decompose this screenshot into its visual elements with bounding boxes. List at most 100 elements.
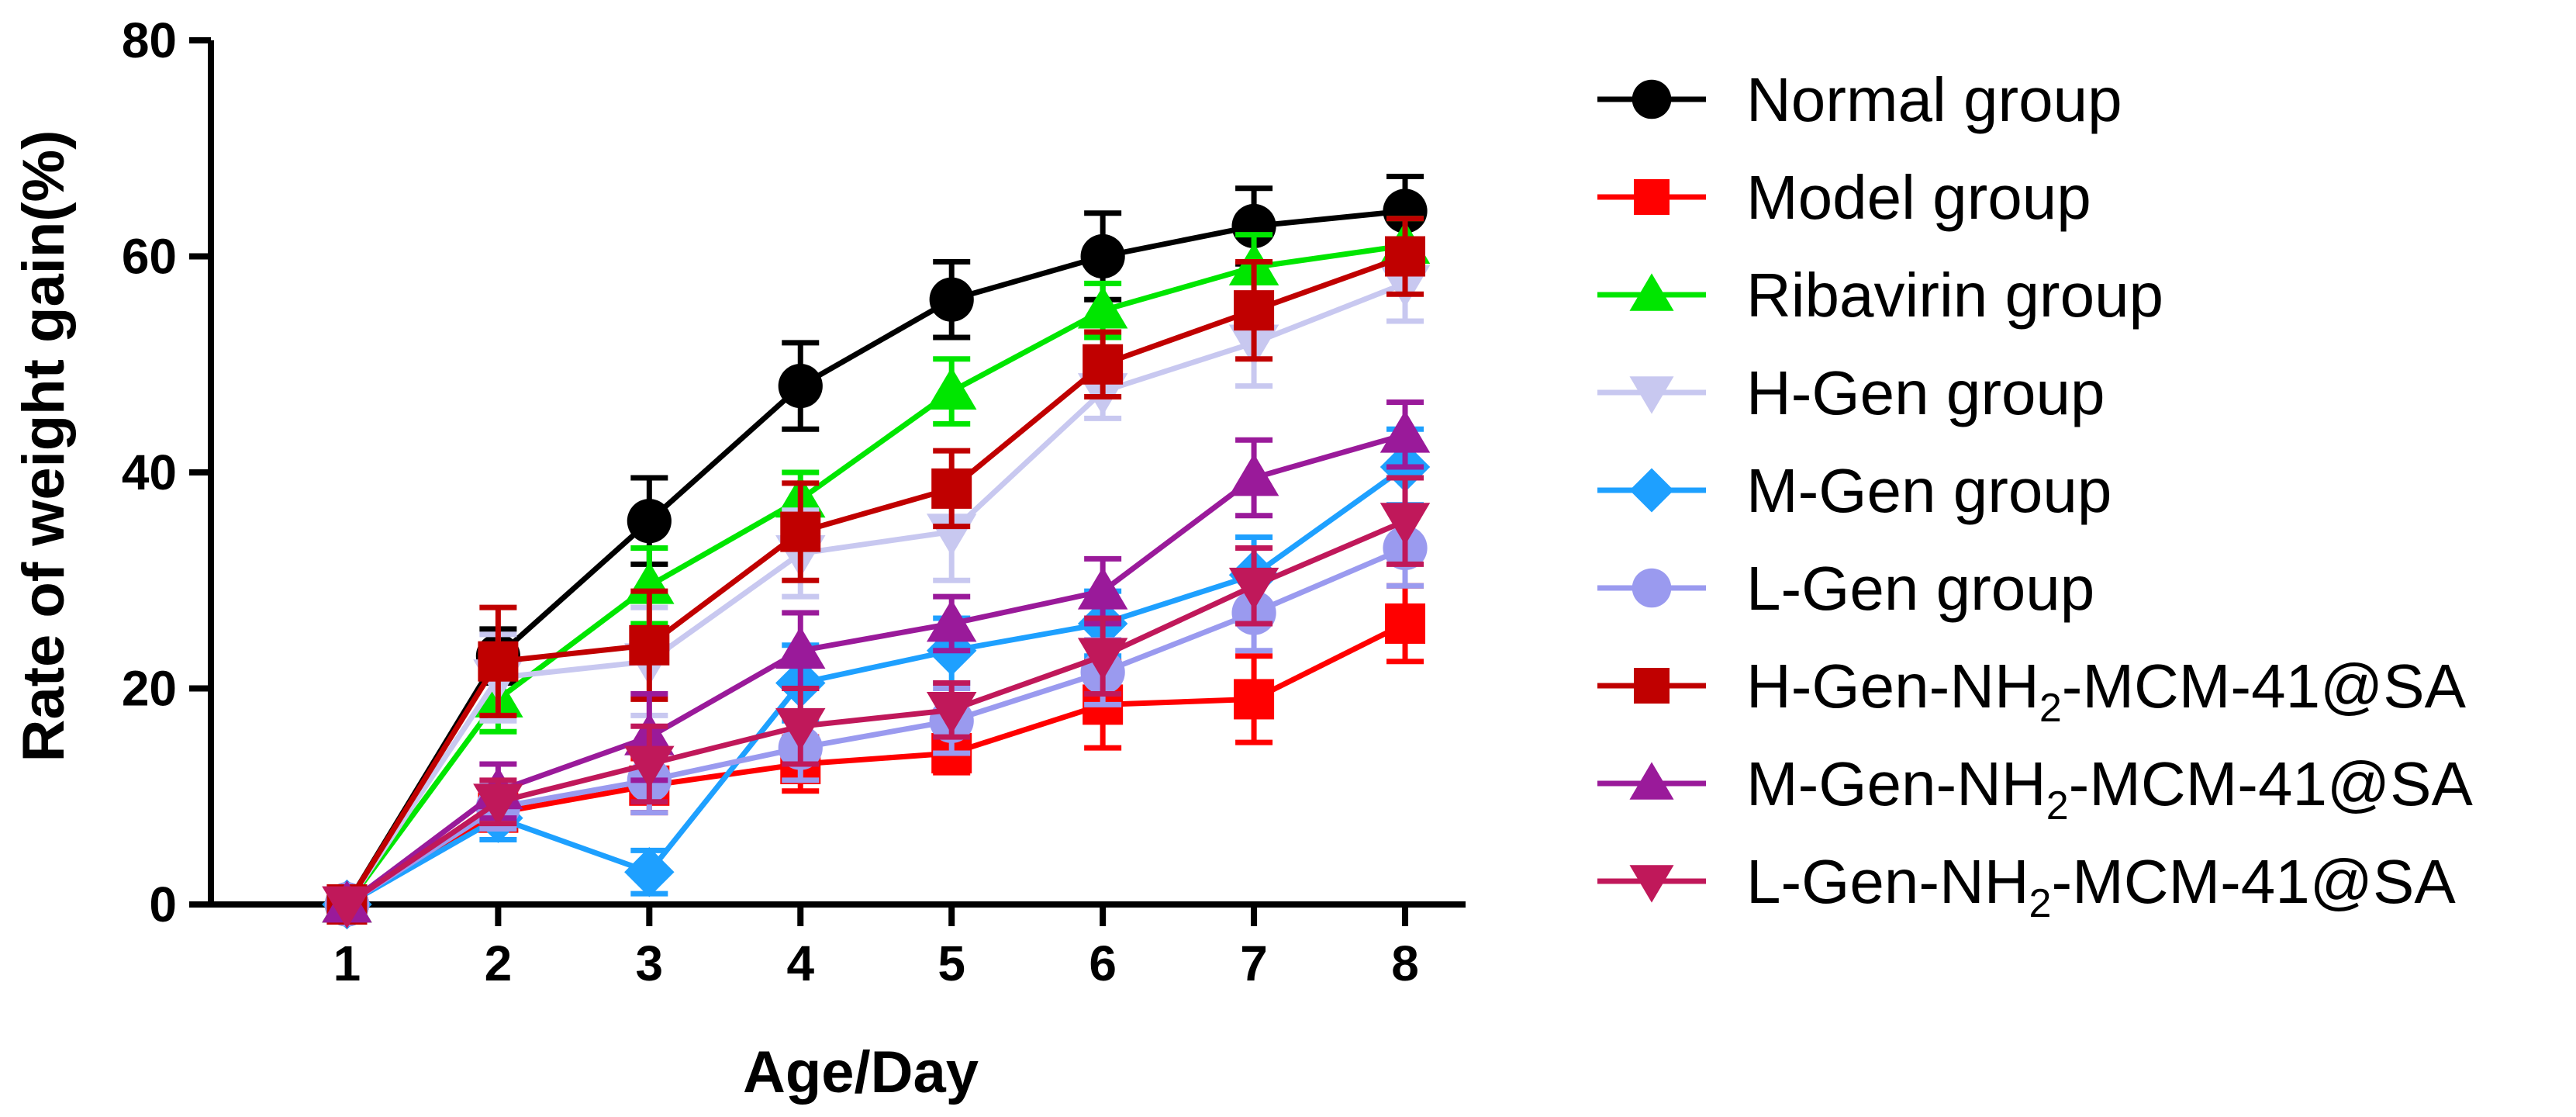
legend-label: M-Gen-NH2-MCM-41@SA: [1746, 749, 2474, 828]
series-line: [344, 243, 1406, 907]
data-point: [624, 745, 675, 789]
y-tick-label: 60: [122, 229, 177, 285]
legend-marker: [1629, 865, 1674, 903]
legend-label: L-Gen group: [1746, 554, 2094, 623]
legend-marker: [1629, 273, 1674, 311]
series-line: [345, 518, 1407, 907]
data-point: [926, 691, 977, 735]
series-line: [345, 465, 1407, 908]
legend-marker: [1632, 79, 1672, 119]
series-line: [344, 254, 1407, 906]
legend-label: H-Gen-NH2-MCM-41@SA: [1746, 652, 2467, 731]
x-tick-label: 3: [636, 935, 664, 991]
data-point: [931, 468, 972, 509]
data-point: [478, 641, 519, 682]
data-point: [1228, 567, 1279, 610]
legend-item-2: Model group: [1597, 163, 2091, 232]
legend: Normal group Model group Ribavirin group H-…: [1597, 65, 2474, 926]
legend-marker: [1632, 568, 1672, 608]
series-line: [345, 621, 1407, 907]
data-point: [1380, 503, 1431, 545]
legend-item-1: Normal group: [1597, 65, 2122, 134]
y-tick-label: 80: [122, 12, 177, 68]
legend-label: Ribavirin group: [1746, 261, 2163, 330]
data-point: [1080, 233, 1125, 279]
data-point: [1234, 679, 1275, 720]
legend-marker: [1629, 762, 1674, 800]
series-9: [322, 475, 1431, 929]
legend-label: L-Gen-NH2-MCM-41@SA: [1746, 847, 2456, 926]
x-tick-label: 5: [938, 935, 965, 991]
legend-label-text: Ribavirin group: [1746, 261, 2163, 330]
x-tick-label: 6: [1089, 935, 1117, 991]
data-point: [926, 599, 977, 642]
legend-item-6: L-Gen group: [1597, 554, 2094, 623]
data-point: [1083, 344, 1124, 385]
y-tick-label: 40: [122, 444, 177, 500]
series-line: [344, 208, 1406, 906]
legend-item-5: M-Gen group: [1597, 456, 2112, 525]
x-tick-label: 8: [1391, 935, 1419, 991]
legend-item-9: L-Gen-NH2-MCM-41@SA: [1597, 847, 2456, 926]
data-point: [624, 846, 675, 897]
legend-marker: [1634, 179, 1670, 215]
data-point: [1380, 410, 1431, 453]
series-line: [345, 431, 1406, 907]
data-point: [629, 624, 670, 666]
legend-label-subscript: 2: [2029, 881, 2052, 926]
data-point: [1385, 603, 1426, 644]
data-point: [778, 364, 823, 409]
data-point: [775, 707, 826, 751]
x-tick-label: 7: [1240, 935, 1268, 991]
data-point: [1385, 236, 1426, 277]
legend-label-text: Normal group: [1746, 65, 2122, 134]
legend-item-4: H-Gen group: [1597, 358, 2105, 427]
legend-label: M-Gen group: [1746, 456, 2112, 525]
legend-label-text: L-Gen-NH: [1746, 847, 2029, 916]
x-tick-label: 2: [485, 935, 513, 991]
legend-item-3: Ribavirin group: [1597, 261, 2163, 330]
data-point: [1383, 188, 1428, 233]
data-point: [780, 511, 821, 552]
legend-label-text: -MCM-41@SA: [2051, 847, 2456, 916]
data-point: [1228, 453, 1279, 496]
legend-label-subscript: 2: [2039, 686, 2062, 731]
plot-area: 0 20 40 60 80 1 2 3 4 5 6 7 8: [122, 12, 1466, 991]
legend-label-text: M-Gen-NH: [1746, 749, 2046, 818]
legend-marker: [1629, 376, 1674, 414]
y-tick-label: 20: [122, 661, 177, 717]
legend-label-text: -MCM-41@SA: [2069, 749, 2474, 818]
legend-label: Model group: [1746, 163, 2091, 232]
legend-marker: [1634, 668, 1670, 704]
legend-label-text: L-Gen group: [1746, 554, 2094, 623]
data-point: [1234, 290, 1275, 331]
legend-label-text: H-Gen-NH: [1746, 652, 2039, 721]
legend-label: H-Gen group: [1746, 358, 2105, 427]
data-point: [473, 783, 523, 826]
data-point: [322, 886, 372, 929]
y-axis-title: Rate of weight gain(%): [11, 130, 77, 763]
legend-label-text: H-Gen group: [1746, 358, 2105, 427]
legend-label-text: -MCM-41@SA: [2062, 652, 2467, 721]
data-point: [775, 626, 826, 669]
legend-label-subscript: 2: [2046, 783, 2069, 828]
legend-item-7: H-Gen-NH2-MCM-41@SA: [1597, 652, 2467, 731]
legend-label: Normal group: [1746, 65, 2122, 134]
series-line: [345, 545, 1407, 907]
x-tick-label: 4: [786, 935, 814, 991]
series-line: [344, 281, 1407, 906]
legend-label-text: M-Gen group: [1746, 456, 2112, 525]
data-point: [926, 367, 977, 410]
x-axis-title: Age/Day: [743, 1039, 979, 1105]
data-point: [627, 499, 672, 544]
data-point: [1077, 285, 1128, 329]
legend-item-8: M-Gen-NH2-MCM-41@SA: [1597, 749, 2474, 828]
series-layer: [322, 173, 1431, 930]
x-tick-label: 1: [333, 935, 361, 991]
y-tick-label: 0: [149, 877, 177, 932]
data-point: [1077, 638, 1128, 680]
legend-label-text: Model group: [1746, 163, 2091, 232]
data-point: [1077, 566, 1128, 610]
data-point: [929, 277, 974, 322]
